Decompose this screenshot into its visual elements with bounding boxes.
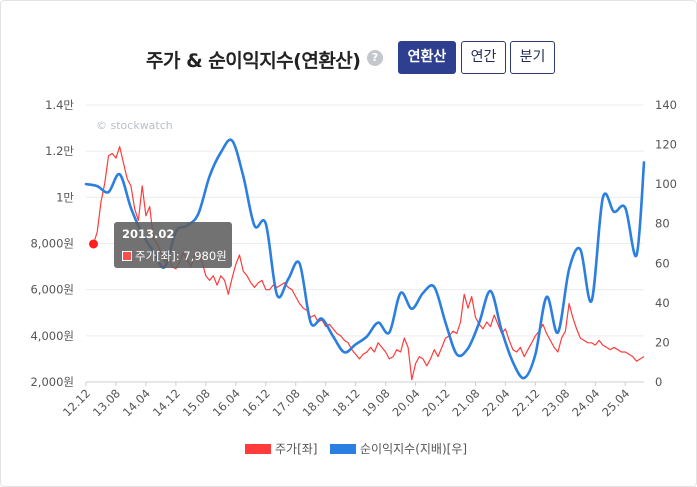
legend-item-price[interactable]: 주가[좌] [245,440,317,457]
highlight-point [88,239,98,249]
x-tick-label: 17.08 [270,386,303,419]
tooltip-value: 7,980원 [183,249,227,263]
x-tick-label: 20.04 [389,386,422,419]
x-tick-label: 21.08 [449,386,482,419]
x-tick-label: 23.08 [539,386,572,419]
x-tick-label: 24.04 [569,386,602,419]
y-right-tick-label: 140 [655,98,677,112]
x-tick-label: 13.08 [90,386,123,419]
y-left-tick-label: 8,000원 [30,237,74,251]
legend-item-earnings[interactable]: 순이익지수(지배)[우] [330,440,467,457]
tooltip-series-label: 주가[좌] [135,249,176,263]
x-tick-label: 14.12 [150,386,183,419]
x-tick-label: 15.08 [180,386,213,419]
x-tick-label: 22.12 [509,386,542,419]
y-right-tick-label: 120 [655,138,677,152]
y-right-tick-label: 20 [655,335,670,349]
x-tick-label: 16.12 [240,386,273,419]
y-left-tick-label: 4,000원 [30,329,74,343]
x-tick-label: 18.04 [300,386,333,419]
y-right-tick-label: 60 [655,256,670,270]
x-tick-label: 12.12 [60,386,93,419]
y-left-tick-label: 1만 [56,190,74,204]
legend-label-earnings: 순이익지수(지배)[우] [360,442,468,456]
tooltip-row: 주가[좌]: 7,980원 [122,248,227,264]
chart-tooltip: 2013.02 주가[좌]: 7,980원 [114,222,232,268]
legend-swatch-earnings [330,443,356,454]
question-circle-icon[interactable]: ? [367,50,383,66]
tab-annualized[interactable]: 연환산 [398,41,456,74]
tab-quarterly[interactable]: 분기 [510,41,555,74]
y-right-tick-label: 80 [655,217,670,231]
chart-legend: 주가[좌] 순이익지수(지배)[우] [0,440,697,458]
x-tick-label: 16.04 [210,386,243,419]
tooltip-colon: : [175,249,184,263]
chart-title: 주가 & 순이익지수(연환산) [146,50,361,72]
x-tick-label: 19.08 [360,386,393,419]
x-tick-label: 25.04 [599,386,632,419]
legend-label-price: 주가[좌] [275,442,318,456]
x-tick-label: 14.04 [120,386,153,419]
y-right-tick-label: 0 [655,375,662,389]
y-left-tick-label: 1.4만 [45,98,74,112]
x-tick-label: 20.12 [419,386,452,419]
chart-header: 주가 & 순이익지수(연환산) ? 연환산 연간 분기 [0,40,697,76]
y-left-tick-label: 6,000원 [30,283,74,297]
y-right-tick-label: 40 [655,296,670,310]
legend-swatch-price [245,443,271,454]
y-left-tick-label: 2,000원 [30,375,74,389]
x-tick-label: 22.04 [479,386,512,419]
watermark: © stockwatch [96,119,173,132]
y-right-tick-label: 100 [655,177,677,191]
y-left-tick-label: 1.2만 [45,144,74,158]
x-tick-label: 18.12 [330,386,363,419]
tab-annual[interactable]: 연간 [461,41,506,74]
tooltip-date: 2013.02 [122,227,175,241]
tooltip-swatch [122,251,132,261]
